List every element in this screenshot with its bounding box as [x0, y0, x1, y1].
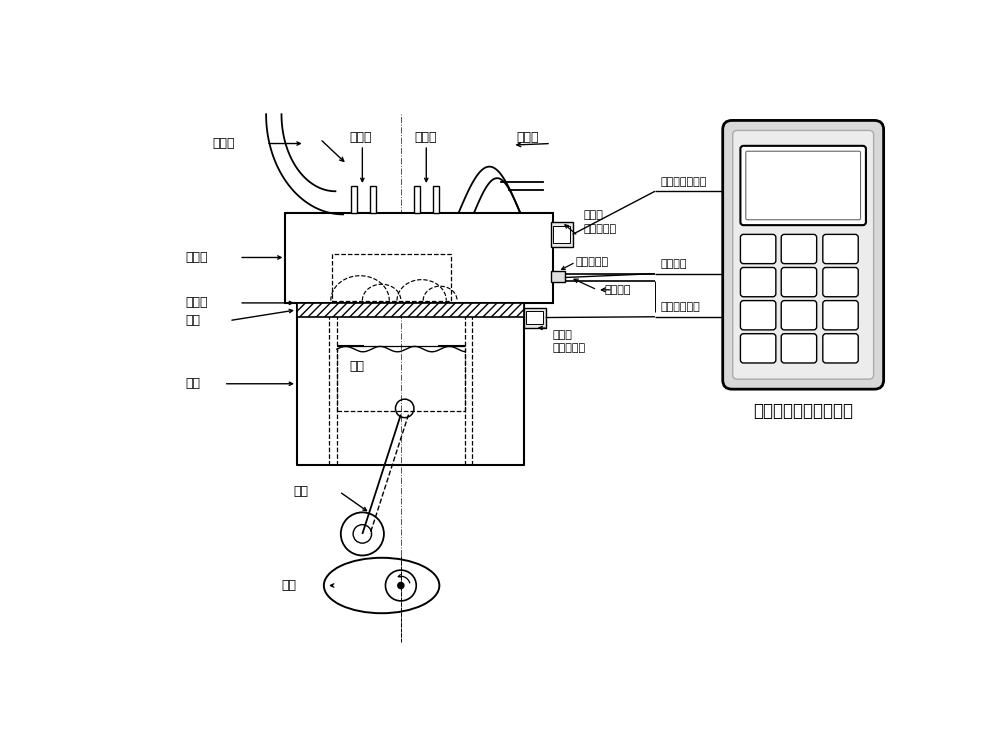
FancyBboxPatch shape	[823, 301, 858, 330]
Text: 气缸套: 气缸套	[185, 297, 208, 310]
FancyBboxPatch shape	[740, 267, 776, 297]
Text: 高压油管: 高压油管	[605, 285, 631, 295]
Text: 排气门: 排气门	[414, 131, 436, 144]
Bar	[414, 186, 420, 213]
Bar	[351, 186, 357, 213]
FancyBboxPatch shape	[781, 267, 817, 297]
Text: 柴油机气缸状态分析仪: 柴油机气缸状态分析仪	[754, 401, 854, 420]
Bar	[526, 310, 543, 324]
Text: 进气门: 进气门	[349, 131, 372, 144]
FancyBboxPatch shape	[746, 151, 861, 219]
FancyBboxPatch shape	[723, 120, 884, 389]
FancyBboxPatch shape	[823, 334, 858, 363]
Text: 水套: 水套	[185, 377, 200, 390]
Text: 排气管: 排气管	[516, 131, 539, 144]
Text: 气缸振动信号: 气缸振动信号	[660, 302, 700, 312]
Text: 气缸盖振动信号: 气缸盖振动信号	[660, 177, 707, 186]
FancyBboxPatch shape	[733, 131, 874, 379]
Text: 曲轴: 曲轴	[282, 579, 296, 592]
FancyBboxPatch shape	[740, 334, 776, 363]
FancyBboxPatch shape	[781, 301, 817, 330]
Bar	[524, 308, 546, 327]
Text: 气缸套
振动传感器: 气缸套 振动传感器	[553, 330, 586, 353]
Bar	[551, 222, 573, 247]
Bar	[553, 226, 570, 243]
FancyBboxPatch shape	[781, 234, 817, 264]
Bar	[370, 186, 376, 213]
Bar	[332, 255, 451, 301]
FancyBboxPatch shape	[740, 301, 776, 330]
Text: 油压传感器: 油压传感器	[576, 257, 609, 267]
Text: 连杆: 连杆	[293, 485, 308, 498]
FancyBboxPatch shape	[823, 234, 858, 264]
Circle shape	[398, 582, 404, 589]
Text: 油压信号: 油压信号	[660, 259, 687, 269]
FancyBboxPatch shape	[781, 334, 817, 363]
Text: 气缸盖
振动传感器: 气缸盖 振动传感器	[583, 211, 616, 233]
Bar	[297, 303, 524, 317]
Text: 机座: 机座	[185, 314, 200, 327]
Bar	[285, 213, 553, 303]
Text: 活塞: 活塞	[349, 360, 364, 374]
FancyBboxPatch shape	[740, 234, 776, 264]
Text: 气缸盖: 气缸盖	[185, 251, 208, 264]
Text: 进气管: 进气管	[212, 137, 235, 150]
Bar	[551, 272, 565, 282]
FancyBboxPatch shape	[740, 146, 866, 225]
Bar	[433, 186, 439, 213]
Bar	[297, 303, 524, 465]
FancyBboxPatch shape	[823, 267, 858, 297]
